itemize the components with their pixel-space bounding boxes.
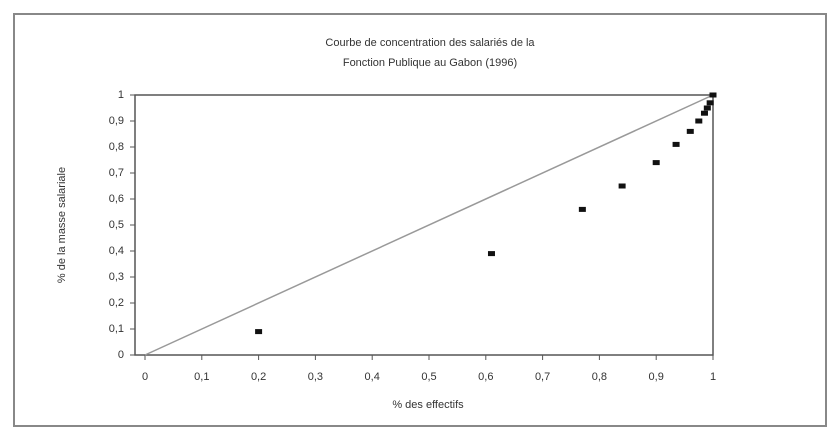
reference-line [144, 94, 714, 356]
y-tick-label: 1 [118, 89, 124, 101]
chart-frame [13, 13, 827, 427]
point [618, 183, 626, 189]
y-tick-label: 0,3 [109, 271, 124, 283]
y-tick-label: 0,5 [109, 219, 124, 231]
chart-title: Fonction Publique au Gabon (1996) [343, 57, 517, 69]
x-tick-label: 0,7 [535, 371, 550, 383]
y-tick-label: 0,6 [109, 193, 124, 205]
x-tick-label: 0,2 [251, 371, 266, 383]
y-tick-label: 0,7 [109, 167, 124, 179]
y-tick-label: 0,8 [109, 141, 124, 153]
point [672, 141, 680, 147]
x-tick-label: 0,6 [478, 371, 493, 383]
point [706, 100, 714, 106]
point [487, 251, 495, 257]
x-tick-label: 0,4 [365, 371, 380, 383]
point [686, 128, 694, 134]
x-axis-label: % des effectifs [392, 399, 464, 411]
point [695, 118, 703, 124]
y-axis-label: % de la masse salariale [56, 167, 68, 283]
x-tick-label: 0,9 [649, 371, 664, 383]
x-tick-label: 0,1 [194, 371, 209, 383]
point [703, 105, 711, 111]
x-tick-label: 1 [710, 371, 716, 383]
point [709, 92, 717, 98]
x-tick-label: 0 [142, 371, 148, 383]
y-tick-label: 0 [118, 349, 124, 361]
x-tick-label: 0,5 [421, 371, 436, 383]
point [700, 110, 708, 116]
point [652, 160, 660, 166]
y-tick-label: 0,2 [109, 297, 124, 309]
y-tick-label: 0,9 [109, 115, 124, 127]
x-tick-label: 0,3 [308, 371, 323, 383]
x-tick-label: 0,8 [592, 371, 607, 383]
point [578, 206, 586, 212]
point [255, 329, 263, 335]
y-tick-label: 0,1 [109, 323, 124, 335]
y-tick-label: 0,4 [109, 245, 124, 257]
chart-title: Courbe de concentration des salariés de … [325, 37, 535, 49]
